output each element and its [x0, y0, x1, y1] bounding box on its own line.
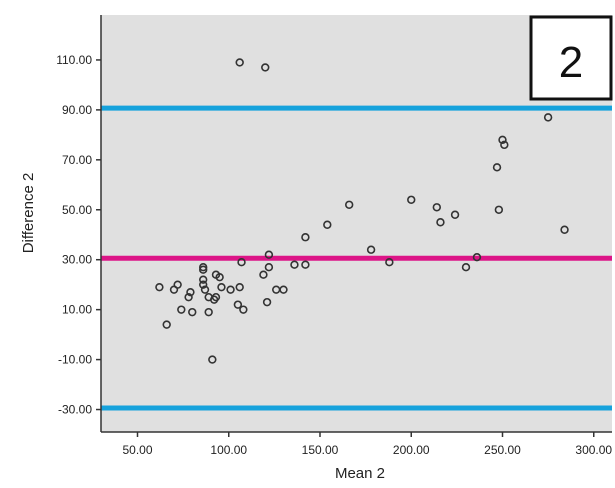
data-point [492, 163, 502, 172]
data-point [237, 258, 246, 267]
data-point [215, 272, 224, 282]
data-point [543, 113, 553, 122]
data-point [472, 253, 482, 262]
data-point [200, 285, 210, 294]
data-point [177, 305, 186, 314]
plot-background [101, 15, 612, 432]
data-point [239, 305, 248, 314]
data-point [208, 355, 217, 364]
y-tick-label: 110.00 [56, 53, 92, 67]
y-tick-label: -30.00 [58, 403, 92, 417]
x-tick-label: 250.00 [484, 443, 521, 457]
data-points [155, 58, 569, 364]
data-point [407, 195, 416, 204]
data-point [498, 135, 507, 145]
x-axis-title: Mean 2 [335, 465, 385, 482]
y-tick-label: 30.00 [62, 253, 92, 267]
data-point [235, 282, 244, 292]
data-point [494, 205, 504, 214]
y-tick-label: 10.00 [62, 303, 92, 317]
data-point [204, 307, 213, 317]
data-point [184, 292, 193, 302]
data-point [301, 260, 310, 269]
axes: -30.00 -10.00 10.00 30.00 50.00 70.00 90.00 110… [56, 15, 612, 457]
data-point [261, 63, 270, 72]
data-point [279, 285, 288, 294]
data-point [169, 285, 179, 294]
data-point [259, 270, 268, 279]
y-tick-label: 50.00 [62, 203, 92, 217]
data-point [186, 287, 195, 297]
y-tick-label: -10.00 [58, 353, 92, 367]
x-tick-label: 300.00 [575, 443, 612, 457]
data-point [233, 300, 243, 309]
data-point [199, 280, 208, 289]
reference-lines [101, 105, 612, 411]
y-axis-title: Difference 2 [20, 173, 37, 254]
data-point [450, 210, 460, 219]
data-point [262, 297, 272, 307]
data-point [235, 58, 244, 67]
data-point [264, 250, 274, 259]
y-tick-label: 90.00 [62, 103, 92, 117]
data-point [199, 265, 208, 274]
data-point [199, 275, 208, 284]
panel-label: 2 [559, 38, 583, 87]
data-point [226, 285, 235, 294]
data-point [345, 200, 354, 209]
data-point [209, 295, 219, 304]
data-point [461, 262, 471, 272]
data-point [290, 260, 299, 269]
data-point [188, 307, 197, 317]
x-tick-label: 150.00 [302, 443, 339, 457]
data-point [436, 218, 445, 227]
y-tick-label: 70.00 [62, 153, 92, 167]
data-point [366, 245, 376, 254]
data-point [560, 225, 569, 234]
data-point [162, 320, 171, 329]
data-point [432, 203, 441, 212]
data-point [155, 282, 164, 292]
data-point [385, 258, 394, 267]
data-point [264, 262, 274, 272]
panel-label-box: 2 [529, 15, 613, 101]
data-point [323, 220, 332, 229]
data-point [500, 140, 509, 150]
data-point [217, 282, 226, 292]
data-point [301, 233, 310, 242]
data-point [199, 262, 208, 272]
x-tick-label: 100.00 [210, 443, 247, 457]
x-tick-label: 50.00 [122, 443, 152, 457]
plot-layer [101, 15, 612, 432]
x-tick-label: 200.00 [393, 443, 430, 457]
